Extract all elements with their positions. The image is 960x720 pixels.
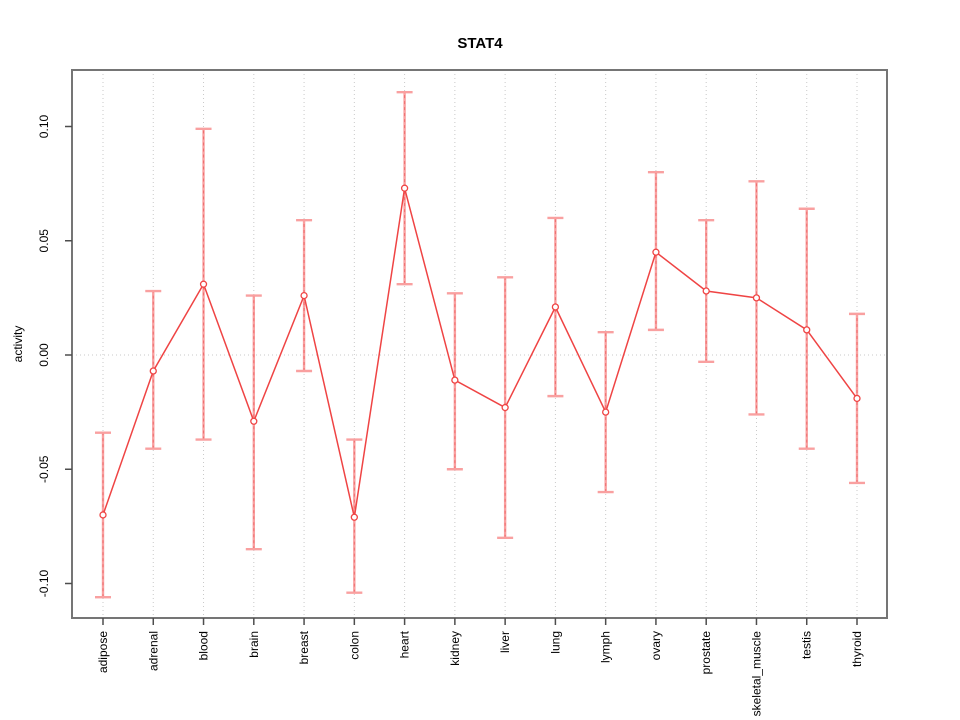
data-point-marker <box>702 287 710 295</box>
x-tick-label: thyroid <box>850 631 864 667</box>
y-tick-label: -0.05 <box>37 455 51 483</box>
x-tick-label: brain <box>247 631 261 658</box>
data-point-marker <box>853 394 861 403</box>
data-point-marker <box>451 376 459 384</box>
data-point-marker <box>350 513 358 521</box>
y-tick-label: -0.10 <box>37 570 51 598</box>
x-tick-label: ovary <box>649 631 663 660</box>
data-point-marker <box>199 280 208 288</box>
axis-layer: -0.10 -0.05 0.00 0.05 0.10 adipose adrenal bloo… <box>37 69 888 717</box>
data-point-marker <box>551 303 560 311</box>
x-tick-label: breast <box>297 630 311 664</box>
data-point-marker <box>300 291 308 300</box>
data-point-marker <box>250 417 258 425</box>
x-tick-label: adipose <box>96 631 110 673</box>
data-point-marker <box>752 294 761 302</box>
data-point-marker <box>652 248 660 256</box>
y-tick-label: 0.00 <box>37 343 51 367</box>
x-tick-label: kidney <box>448 631 462 666</box>
x-tick-label: colon <box>347 631 361 660</box>
y-tick-label: 0.05 <box>37 229 51 253</box>
y-tick-label: 0.10 <box>37 114 51 138</box>
x-tick-label: adrenal <box>146 631 160 671</box>
data-series-layer <box>95 91 866 599</box>
x-tick-label: lymph <box>599 631 613 663</box>
plot-border-box <box>71 69 888 619</box>
x-tick-label: skeletal_muscle <box>749 631 763 717</box>
x-tick-label: prostate <box>699 631 713 675</box>
grid-layer <box>72 70 887 618</box>
data-point-marker <box>149 367 157 375</box>
chart-title: STAT4 <box>457 35 503 52</box>
data-point-marker <box>602 408 610 416</box>
x-tick-label: lung <box>548 631 562 654</box>
data-point-marker <box>501 403 509 412</box>
data-point-marker <box>99 511 107 519</box>
y-axis-label: activity <box>11 326 25 363</box>
x-tick-label: liver <box>498 631 512 653</box>
x-tick-label: blood <box>197 631 211 660</box>
x-tick-label: heart <box>398 630 412 658</box>
data-point-marker <box>803 326 811 334</box>
series-line <box>102 188 858 518</box>
x-tick-label: testis <box>800 631 814 659</box>
data-point-marker <box>400 184 409 192</box>
